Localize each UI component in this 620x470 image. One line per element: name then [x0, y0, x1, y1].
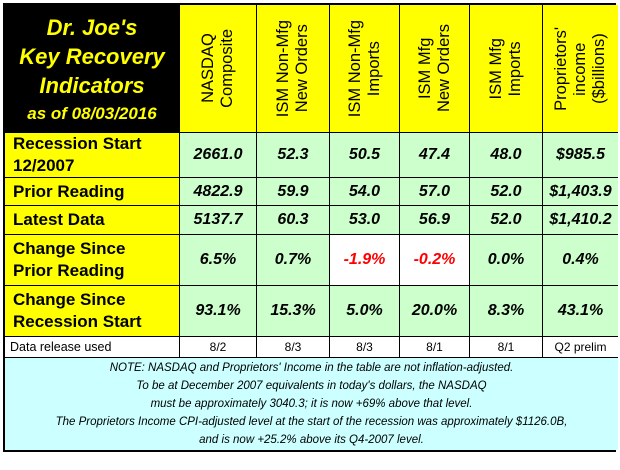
table-cell: 60.3 [257, 206, 330, 235]
table-cell: 52.3 [257, 133, 330, 178]
table-cell: 43.1% [543, 286, 618, 337]
table-cell: 0.4% [543, 235, 618, 286]
note-line: must be approximately 3040.3; it is now … [150, 398, 473, 410]
table-cell: $1,410.2 [543, 206, 618, 235]
table-cell: 52.0 [470, 178, 543, 206]
table-cell: $985.5 [543, 133, 618, 178]
row-label-data-release: Data release used [5, 337, 180, 358]
note-line: NOTE: NASDAQ and Proprietors' Income in … [109, 362, 514, 374]
table-title: Dr. Joe's Key Recovery Indicators as of … [5, 5, 180, 133]
title-line-3: Indicators [39, 72, 145, 98]
column-header-ism-nonmfg-imports: ISM Non-Mfg Imports [330, 5, 400, 133]
table-cell: 5.0% [330, 286, 400, 337]
table-cell: 53.0 [330, 206, 400, 235]
release-date-cell: Q2 prelim [543, 337, 618, 358]
row-label-prior-reading: Prior Reading [5, 178, 180, 206]
table-cell: 57.0 [400, 178, 470, 206]
row-label-latest-data: Latest Data [5, 206, 180, 235]
row-label-recession-start: Recession Start 12/2007 [5, 133, 180, 178]
table-cell: 0.0% [470, 235, 543, 286]
table-cell: $1,403.9 [543, 178, 618, 206]
table-cell: 20.0% [400, 286, 470, 337]
column-header-ism-mfg-imports: ISM Mfg Imports [470, 5, 543, 133]
release-date-cell: 8/3 [330, 337, 400, 358]
table-cell: 93.1% [180, 286, 257, 337]
table-cell: 6.5% [180, 235, 257, 286]
table-cell: 52.0 [470, 206, 543, 235]
table-cell-negative: -1.9% [330, 235, 400, 286]
table-cell: 0.7% [257, 235, 330, 286]
column-header-ism-nonmfg-new-orders: ISM Non-Mfg New Orders [257, 5, 330, 133]
release-date-cell: 8/1 [400, 337, 470, 358]
table-cell-negative: -0.2% [400, 235, 470, 286]
row-label-change-since-prior: Change Since Prior Reading [5, 235, 180, 286]
table-cell: 8.3% [470, 286, 543, 337]
release-date-cell: 8/2 [180, 337, 257, 358]
table-cell: 54.0 [330, 178, 400, 206]
release-date-cell: 8/1 [470, 337, 543, 358]
note-line: and is now +25.2% above its Q4-2007 leve… [199, 434, 424, 446]
title-date: as of 08/03/2016 [27, 103, 157, 123]
title-line-1: Dr. Joe's [46, 14, 138, 40]
table-cell: 56.9 [400, 206, 470, 235]
table-cell: 59.9 [257, 178, 330, 206]
row-label-change-since-recession: Change Since Recession Start [5, 286, 180, 337]
table-cell: 48.0 [470, 133, 543, 178]
note-line: To be at December 2007 equivalents in to… [136, 380, 487, 392]
column-header-nasdaq: NASDAQ Composite [180, 5, 257, 133]
table-cell: 50.5 [330, 133, 400, 178]
table-cell: 15.3% [257, 286, 330, 337]
table-cell: 2661.0 [180, 133, 257, 178]
recovery-indicators-table: Dr. Joe's Key Recovery Indicators as of … [3, 3, 618, 452]
table-cell: 4822.9 [180, 178, 257, 206]
table-cell: 5137.7 [180, 206, 257, 235]
table-cell: 47.4 [400, 133, 470, 178]
release-date-cell: 8/3 [257, 337, 330, 358]
footnote: NOTE: NASDAQ and Proprietors' Income in … [5, 358, 618, 450]
title-line-2: Key Recovery [19, 43, 165, 69]
note-line: The Proprietors Income CPI-adjusted leve… [55, 416, 568, 428]
column-header-proprietors-income: Proprietors' income ($billions) [543, 5, 618, 133]
column-header-ism-mfg-new-orders: ISM Mfg New Orders [400, 5, 470, 133]
